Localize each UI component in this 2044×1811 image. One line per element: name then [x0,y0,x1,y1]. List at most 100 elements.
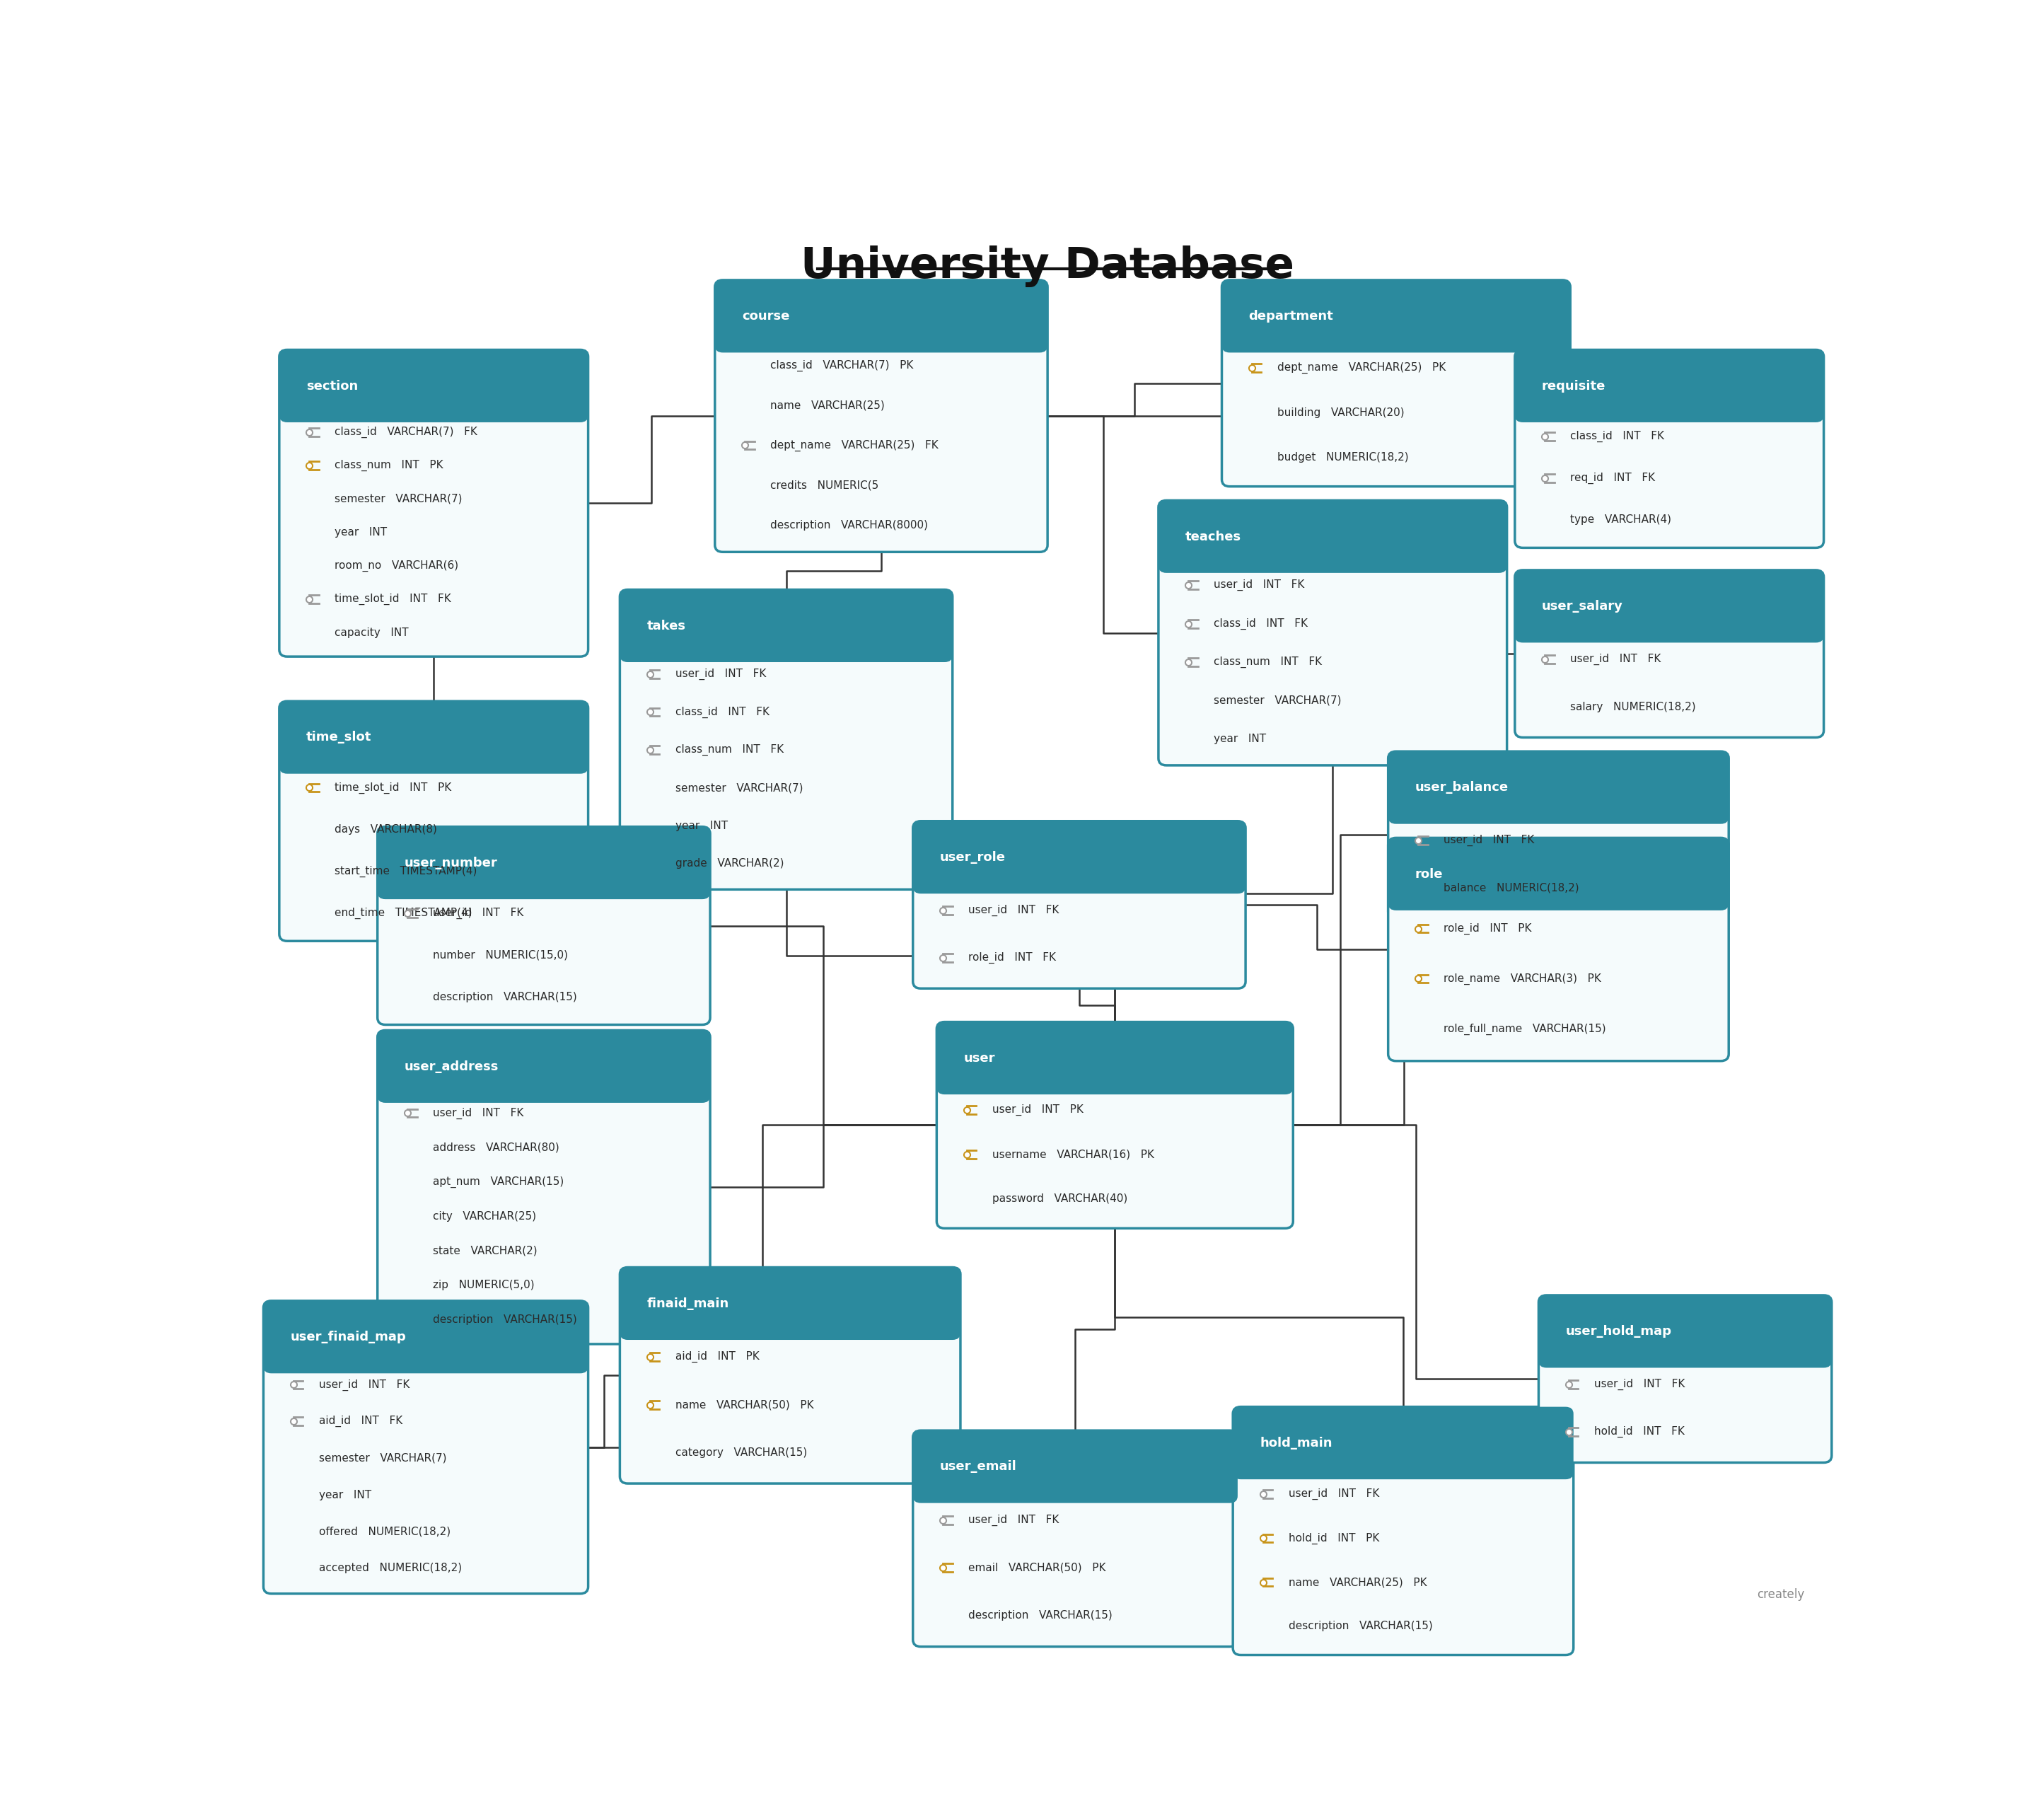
Text: role: role [1414,867,1443,880]
Text: description   VARCHAR(15): description VARCHAR(15) [969,1610,1112,1621]
Bar [920,1471,1230,1496]
Text: class_num   INT   PK: class_num INT PK [335,460,444,471]
Text: user_finaid_map: user_finaid_map [290,1331,407,1344]
Text: salary   NUMERIC(18,2): salary NUMERIC(18,2) [1570,701,1697,712]
Text: user_id   INT   FK: user_id INT FK [675,668,766,679]
FancyBboxPatch shape [280,701,589,773]
FancyBboxPatch shape [1222,281,1570,353]
Text: user_id   INT   FK: user_id INT FK [433,907,523,918]
Text: user_id   INT   FK: user_id INT FK [1594,1378,1684,1391]
Bar [1547,1335,1823,1360]
Bar [386,866,703,893]
Bar [1167,540,1498,565]
Text: dept_name   VARCHAR(25)   FK: dept_name VARCHAR(25) FK [771,440,938,451]
Bar [1523,389,1815,415]
Text: aid_id   INT   FK: aid_id INT FK [319,1416,403,1427]
Text: time_slot: time_slot [307,732,372,744]
Text: section: section [307,380,358,393]
Bar [1396,791,1721,817]
FancyBboxPatch shape [280,350,589,422]
Text: dept_name   VARCHAR(25)   PK: dept_name VARCHAR(25) PK [1278,362,1445,373]
Text: user: user [963,1052,995,1065]
FancyBboxPatch shape [1388,752,1729,824]
FancyBboxPatch shape [936,1021,1294,1094]
Text: year   INT: year INT [675,820,728,831]
FancyBboxPatch shape [1388,838,1729,1061]
FancyBboxPatch shape [914,1431,1237,1503]
Bar [386,1070,703,1096]
Text: class_id   INT   FK: class_id INT FK [1570,431,1664,442]
Bar [724,319,1040,346]
FancyBboxPatch shape [1515,570,1823,643]
Text: semester   VARCHAR(7): semester VARCHAR(7) [319,1452,446,1463]
Text: capacity   INT: capacity INT [335,628,409,637]
Text: year   INT: year INT [1214,733,1267,744]
FancyBboxPatch shape [378,826,709,1025]
Text: start_time   TIMESTAMP(4): start_time TIMESTAMP(4) [335,866,476,877]
FancyBboxPatch shape [1539,1295,1831,1367]
Text: user_id   INT   FK: user_id INT FK [1288,1489,1380,1500]
FancyBboxPatch shape [936,1021,1294,1228]
Text: type   VARCHAR(4): type VARCHAR(4) [1570,514,1672,525]
Text: department: department [1249,310,1333,322]
Bar [286,389,580,415]
Text: role_name   VARCHAR(3)   PK: role_name VARCHAR(3) PK [1443,973,1600,985]
Text: user_id   INT   FK: user_id INT FK [969,906,1059,916]
FancyBboxPatch shape [715,281,1047,552]
Text: user_id   INT   FK: user_id INT FK [433,1107,523,1119]
Text: password   VARCHAR(40): password VARCHAR(40) [991,1193,1128,1204]
Text: user_id   INT   FK: user_id INT FK [1443,835,1535,846]
Text: role_full_name   VARCHAR(15): role_full_name VARCHAR(15) [1443,1023,1607,1034]
Bar [1230,319,1562,346]
FancyBboxPatch shape [914,1431,1237,1646]
Bar [628,1306,953,1333]
Text: req_id   INT   FK: req_id INT FK [1570,473,1656,484]
Text: user_salary: user_salary [1541,599,1623,612]
Text: user_balance: user_balance [1414,781,1508,793]
FancyBboxPatch shape [619,590,953,889]
Text: description   VARCHAR(15): description VARCHAR(15) [1288,1621,1433,1632]
FancyBboxPatch shape [264,1300,589,1594]
Text: description   VARCHAR(15): description VARCHAR(15) [433,992,576,1001]
Text: city   VARCHAR(25): city VARCHAR(25) [433,1212,536,1222]
FancyBboxPatch shape [914,820,1245,893]
Text: user_number: user_number [405,857,497,869]
Text: address   VARCHAR(80): address VARCHAR(80) [433,1143,560,1154]
Bar [944,1061,1286,1087]
FancyBboxPatch shape [1159,500,1506,766]
Text: user_id   INT   FK: user_id INT FK [1570,654,1662,665]
Bar [1523,608,1815,636]
Text: accepted   NUMERIC(18,2): accepted NUMERIC(18,2) [319,1563,462,1574]
Text: takes: takes [646,619,685,632]
Bar [1396,877,1721,904]
Text: class_id   INT   FK: class_id INT FK [675,706,769,717]
Text: role_id   INT   FK: role_id INT FK [969,953,1057,963]
Text: room_no   VARCHAR(6): room_no VARCHAR(6) [335,560,458,572]
Text: days   VARCHAR(8): days VARCHAR(8) [335,824,437,835]
Text: balance   NUMERIC(18,2): balance NUMERIC(18,2) [1443,882,1580,893]
Text: user_id   INT   FK: user_id INT FK [969,1514,1059,1525]
Text: name   VARCHAR(50)   PK: name VARCHAR(50) PK [675,1400,814,1411]
Text: name   VARCHAR(25): name VARCHAR(25) [771,400,885,411]
Text: description   VARCHAR(8000): description VARCHAR(8000) [771,520,928,531]
Text: username   VARCHAR(16)   PK: username VARCHAR(16) PK [991,1150,1155,1159]
FancyBboxPatch shape [1515,570,1823,737]
Text: category   VARCHAR(15): category VARCHAR(15) [675,1447,807,1458]
Text: finaid_main: finaid_main [646,1297,730,1309]
Text: user_id   INT   FK: user_id INT FK [1214,580,1304,590]
Text: aid_id   INT   PK: aid_id INT PK [675,1351,758,1362]
FancyBboxPatch shape [378,1030,709,1344]
Text: end_time   TIMESTAMP(4): end_time TIMESTAMP(4) [335,907,472,918]
FancyBboxPatch shape [619,1268,961,1483]
Text: creately: creately [1758,1588,1805,1601]
Text: name   VARCHAR(25)   PK: name VARCHAR(25) PK [1288,1577,1427,1588]
FancyBboxPatch shape [1388,838,1729,911]
Text: role_id   INT   PK: role_id INT PK [1443,924,1531,934]
Bar [1241,1445,1566,1472]
FancyBboxPatch shape [715,281,1047,353]
FancyBboxPatch shape [280,350,589,657]
Text: semester   VARCHAR(7): semester VARCHAR(7) [675,782,803,793]
Text: class_id   VARCHAR(7)   PK: class_id VARCHAR(7) PK [771,360,914,371]
Text: teaches: teaches [1186,531,1241,543]
Bar [920,860,1237,887]
